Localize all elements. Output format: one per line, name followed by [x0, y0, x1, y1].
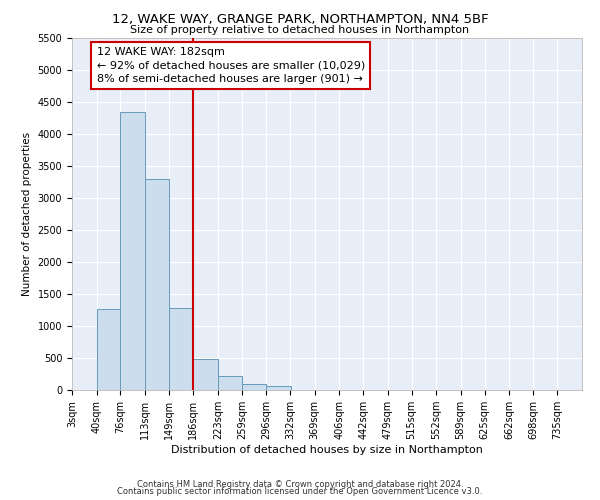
- Text: 12, WAKE WAY, GRANGE PARK, NORTHAMPTON, NN4 5BF: 12, WAKE WAY, GRANGE PARK, NORTHAMPTON, …: [112, 12, 488, 26]
- Text: 12 WAKE WAY: 182sqm
← 92% of detached houses are smaller (10,029)
8% of semi-det: 12 WAKE WAY: 182sqm ← 92% of detached ho…: [97, 47, 365, 84]
- Text: Size of property relative to detached houses in Northampton: Size of property relative to detached ho…: [130, 25, 470, 35]
- Bar: [121, 112, 145, 390]
- Bar: [193, 358, 218, 390]
- Text: Contains HM Land Registry data © Crown copyright and database right 2024.: Contains HM Land Registry data © Crown c…: [137, 480, 463, 489]
- Bar: [266, 386, 291, 390]
- X-axis label: Distribution of detached houses by size in Northampton: Distribution of detached houses by size …: [171, 445, 483, 455]
- Bar: [145, 178, 169, 390]
- Y-axis label: Number of detached properties: Number of detached properties: [22, 132, 32, 296]
- Bar: [169, 308, 193, 390]
- Text: Contains public sector information licensed under the Open Government Licence v3: Contains public sector information licen…: [118, 487, 482, 496]
- Bar: [97, 308, 121, 390]
- Bar: [218, 376, 242, 390]
- Bar: [242, 384, 266, 390]
